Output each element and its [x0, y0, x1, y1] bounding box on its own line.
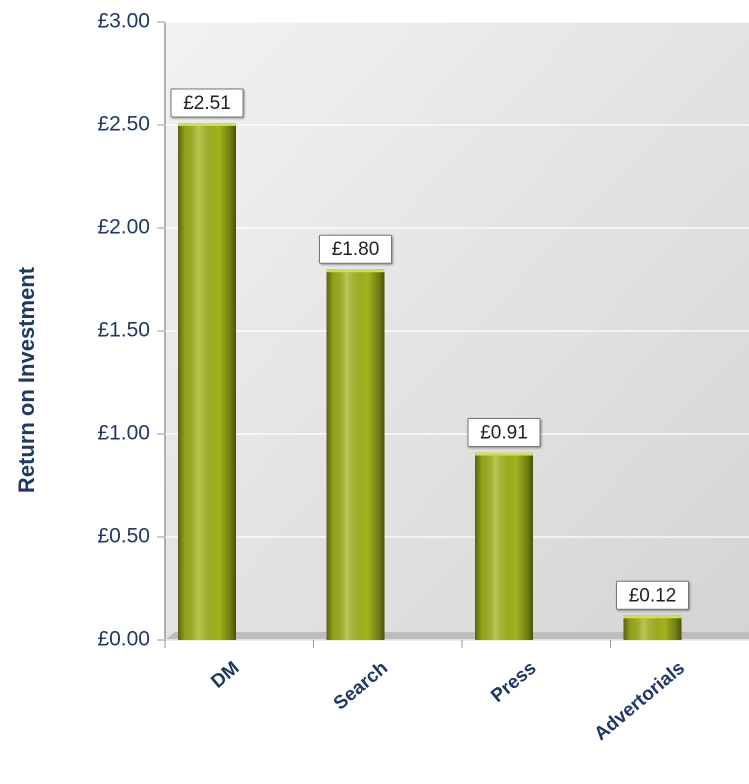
- y-axis-label: Return on Investment: [14, 266, 39, 493]
- y-tick-label: £2.50: [97, 113, 150, 136]
- value-label-box: [170, 88, 244, 118]
- y-tick-label: £2.00: [97, 216, 150, 239]
- value-label-box: [467, 418, 541, 448]
- value-label: £2.51: [183, 93, 231, 114]
- y-tick-label: £0.00: [97, 628, 150, 651]
- value-label-box: [319, 234, 392, 264]
- bar-shade: [178, 122, 236, 640]
- y-tick-label: £3.00: [97, 10, 150, 33]
- value-label: £0.12: [629, 585, 677, 606]
- value-label-box: [616, 580, 689, 610]
- y-tick-label: £0.50: [97, 525, 150, 548]
- bar-shade: [623, 615, 682, 640]
- bar-top: [178, 122, 236, 126]
- bar-top: [623, 615, 682, 619]
- x-tick-label: Advertorials: [591, 658, 689, 745]
- value-label: £1.80: [332, 239, 380, 260]
- y-tick-label: £1.50: [97, 319, 150, 342]
- floor: [165, 632, 749, 640]
- bar-top: [475, 452, 533, 456]
- bar-top: [326, 269, 385, 273]
- x-tick-label: DM: [207, 658, 243, 693]
- bar-shade: [326, 269, 385, 640]
- y-tick-label: £1.00: [97, 422, 150, 445]
- value-label: £0.91: [480, 423, 528, 444]
- bar-shade: [475, 452, 533, 640]
- x-tick-label: Press: [487, 658, 540, 707]
- x-tick-label: Search: [330, 658, 392, 715]
